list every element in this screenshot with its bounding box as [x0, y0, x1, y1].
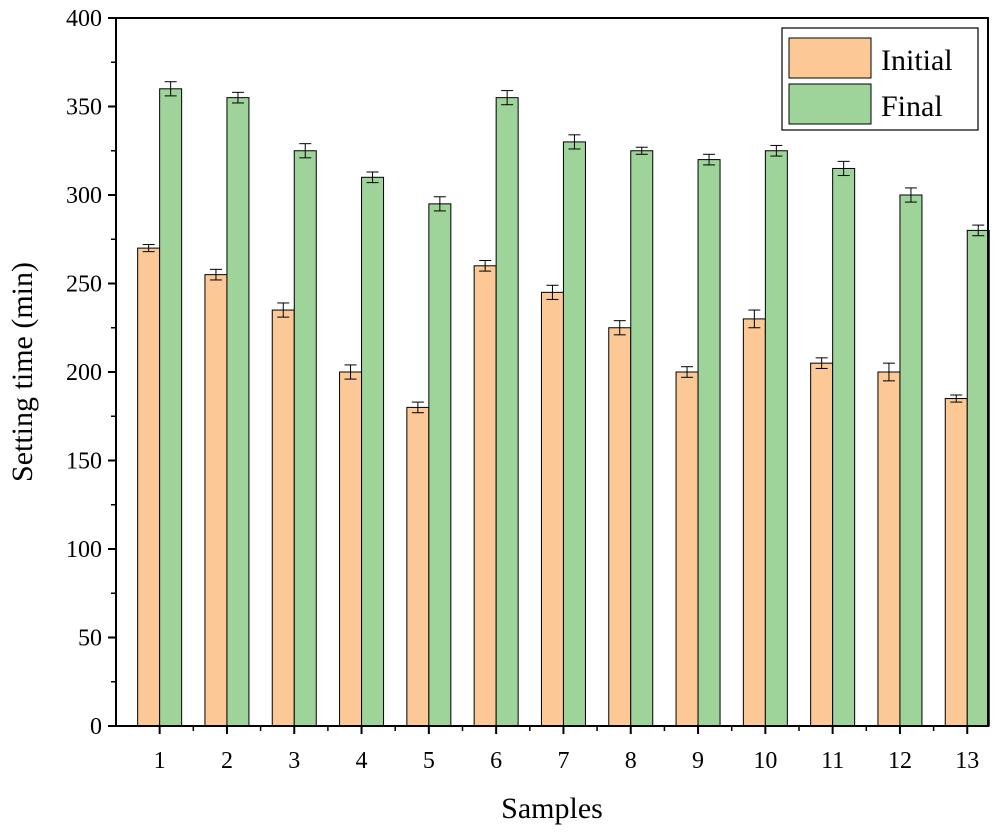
bar-initial-2 — [204, 274, 228, 727]
x-tick-label: 10 — [753, 748, 777, 774]
bar-initial-3 — [271, 309, 295, 727]
bar-final-10 — [764, 150, 788, 727]
x-tick-label: 3 — [288, 748, 300, 774]
error-bar-final-5 — [433, 196, 446, 212]
error-bar-initial-2 — [209, 268, 222, 281]
y-tick-label: 100 — [66, 537, 102, 563]
x-tick-label: 9 — [692, 748, 704, 774]
bar-initial-5 — [406, 406, 430, 727]
x-tick-label: 1 — [154, 748, 166, 774]
error-bar-final-11 — [837, 160, 850, 177]
error-bar-final-4 — [366, 171, 379, 184]
y-tick-label: 50 — [78, 626, 102, 652]
error-bar-final-2 — [231, 91, 244, 104]
error-bar-final-8 — [635, 146, 648, 155]
bar-initial-13 — [944, 398, 968, 727]
error-bar-final-9 — [703, 153, 716, 166]
error-bar-initial-4 — [344, 364, 357, 380]
legend-swatch-initial — [788, 37, 872, 79]
bar-final-3 — [293, 150, 317, 727]
x-tick-label: 4 — [356, 748, 368, 774]
y-tick-label: 350 — [66, 95, 102, 121]
error-bar-initial-3 — [277, 302, 290, 318]
bar-initial-8 — [608, 327, 632, 727]
x-tick-label: 13 — [955, 748, 979, 774]
bar-initial-12 — [877, 371, 901, 727]
legend-label-final: Final — [881, 90, 943, 123]
error-bar-final-12 — [904, 187, 917, 203]
x-tick-label: 11 — [821, 748, 844, 774]
y-tick-label: 200 — [66, 360, 102, 386]
x-tick-label: 6 — [490, 748, 502, 774]
x-tick-label: 7 — [557, 748, 569, 774]
bar-final-13 — [966, 229, 990, 727]
error-bar-final-3 — [299, 143, 312, 159]
y-axis: 0 50 100 150 200 250 300 350 400 — [66, 6, 116, 740]
bar-final-1 — [159, 88, 183, 727]
bar-initial-10 — [742, 318, 766, 727]
bar-final-5 — [428, 203, 452, 727]
y-tick-label: 300 — [66, 183, 102, 209]
bar-final-2 — [226, 97, 250, 727]
y-tick-label: 150 — [66, 449, 102, 475]
error-bar-initial-7 — [546, 284, 559, 300]
bars-layer — [137, 88, 990, 727]
y-tick-label: 0 — [90, 714, 102, 740]
legend: Initial Final — [781, 27, 979, 131]
bar-initial-7 — [540, 291, 564, 727]
error-bar-initial-6 — [479, 259, 492, 272]
error-bar-initial-10 — [748, 309, 761, 329]
x-tick-label: 12 — [888, 748, 912, 774]
x-tick-label: 5 — [423, 748, 435, 774]
bar-final-4 — [361, 176, 385, 727]
error-bar-final-13 — [972, 224, 985, 237]
error-bars-layer — [142, 81, 985, 414]
bar-final-12 — [899, 194, 923, 727]
y-tick-label: 400 — [66, 6, 102, 32]
x-tick-label: 2 — [221, 748, 233, 774]
error-bar-initial-12 — [882, 362, 895, 382]
error-bar-final-7 — [568, 134, 581, 150]
y-tick-label: 250 — [66, 272, 102, 298]
bar-final-9 — [697, 159, 721, 727]
bar-final-6 — [495, 97, 519, 727]
bar-final-8 — [630, 150, 654, 727]
x-axis: 1 2 3 4 5 6 7 8 9 10 11 12 13 — [154, 726, 979, 774]
bar-initial-1 — [137, 247, 161, 727]
error-bar-initial-8 — [613, 320, 626, 336]
error-bar-final-6 — [501, 90, 514, 106]
bar-initial-6 — [473, 265, 497, 727]
error-bar-initial-13 — [950, 394, 963, 403]
bar-final-11 — [832, 167, 856, 727]
y-axis-title: Setting time (min) — [6, 262, 39, 482]
legend-swatch-final — [788, 83, 872, 125]
error-bar-final-1 — [164, 81, 177, 97]
bar-initial-9 — [675, 371, 699, 727]
legend-label-initial: Initial — [881, 44, 953, 77]
bar-initial-4 — [339, 371, 363, 727]
x-axis-title: Samples — [501, 792, 603, 825]
bar-final-7 — [562, 141, 586, 727]
error-bar-initial-11 — [815, 357, 828, 369]
error-bar-final-10 — [770, 144, 783, 157]
x-tick-label: 8 — [625, 748, 637, 774]
error-bar-initial-5 — [411, 401, 424, 414]
error-bar-initial-9 — [681, 366, 694, 378]
error-bar-initial-1 — [142, 244, 155, 253]
bar-initial-11 — [810, 362, 834, 727]
